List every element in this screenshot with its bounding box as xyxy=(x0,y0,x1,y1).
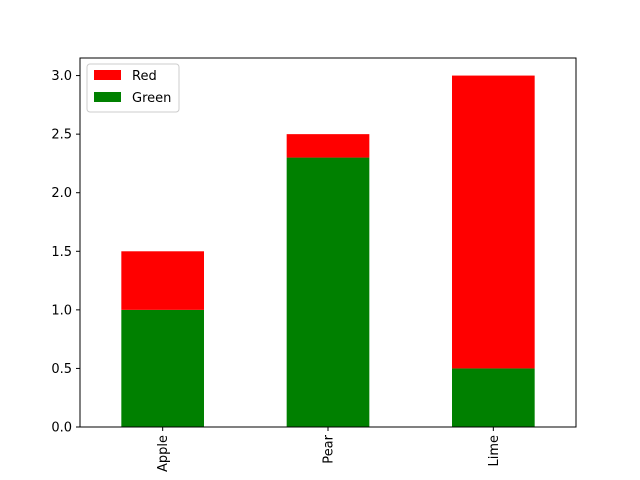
bars-group xyxy=(121,75,535,427)
x-tick-label-lime: Lime xyxy=(487,435,502,467)
y-tick-label: 1.0 xyxy=(51,303,72,318)
y-tick-label: 3.0 xyxy=(51,69,72,84)
x-axis: Apple Pear Lime xyxy=(156,427,502,472)
legend-label-red: Red xyxy=(132,69,157,84)
y-tick-label: 0.0 xyxy=(51,421,72,436)
y-tick-label: 0.5 xyxy=(51,362,72,377)
x-tick-label-pear: Pear xyxy=(322,434,337,463)
y-tick-label: 2.0 xyxy=(51,186,72,201)
legend-label-green: Green xyxy=(132,91,171,106)
legend: Red Green xyxy=(86,63,180,113)
bar-pear-red xyxy=(286,134,370,158)
y-tick-label: 2.5 xyxy=(51,128,72,143)
bar-pear-green xyxy=(286,157,370,427)
y-tick-label: 1.5 xyxy=(51,245,72,260)
bar-apple-green xyxy=(121,309,204,427)
legend-swatch-green xyxy=(94,92,121,102)
legend-swatch-red xyxy=(94,70,121,80)
y-axis: 0.0 0.5 1.0 1.5 2.0 2.5 3.0 xyxy=(51,69,80,436)
bar-apple-red xyxy=(121,251,204,310)
plot-frame xyxy=(79,57,577,428)
bar-lime-green xyxy=(452,368,535,427)
x-tick-label-apple: Apple xyxy=(156,435,171,472)
bar-lime-red xyxy=(452,75,535,369)
